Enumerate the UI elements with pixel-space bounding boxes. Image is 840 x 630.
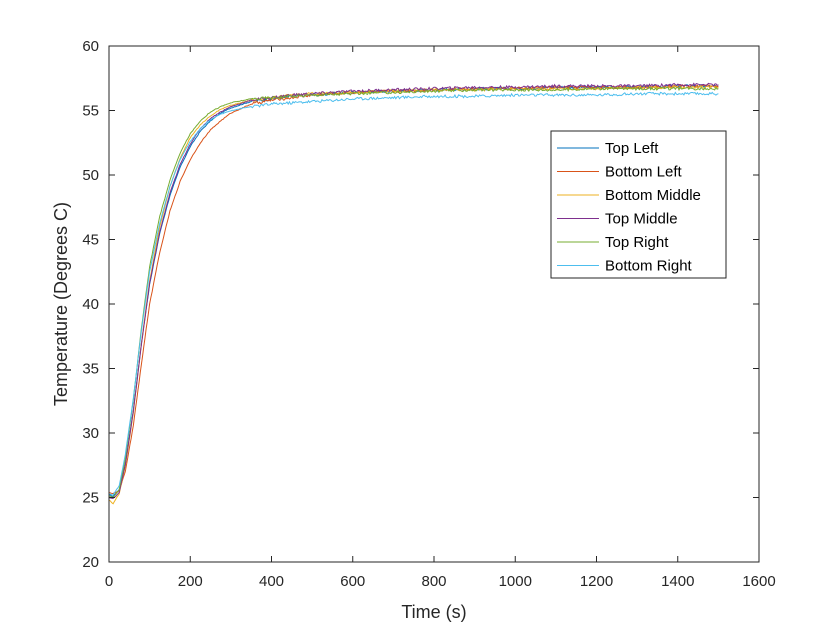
x-tick-label: 1200 (580, 573, 613, 590)
legend-label: Bottom Right (605, 258, 693, 275)
x-tick-label: 800 (421, 573, 446, 590)
y-tick-label: 30 (82, 425, 99, 442)
y-tick-label: 60 (82, 38, 99, 55)
y-tick-label: 45 (82, 232, 99, 249)
x-tick-label: 600 (340, 573, 365, 590)
y-tick-label: 50 (82, 167, 99, 184)
legend-label: Top Middle (605, 211, 678, 228)
x-tick-label: 400 (259, 573, 284, 590)
x-tick-label: 0 (105, 573, 113, 590)
y-axis-label: Temperature (Degrees C) (51, 202, 71, 406)
ticks-layer: 0 200 400 600 800 1000 1200 1400 1600 20 25 30 35 40 4… (82, 38, 775, 590)
legend-label: Bottom Left (605, 164, 683, 181)
x-tick-label: 1000 (499, 573, 532, 590)
y-tick-label: 40 (82, 296, 99, 313)
y-tick-label: 35 (82, 361, 99, 378)
x-tick-label: 1400 (661, 573, 694, 590)
legend-box (550, 130, 727, 279)
legend-label: Top Right (605, 234, 669, 251)
series-line-top-right (108, 86, 719, 499)
legend-label: Top Left (605, 140, 659, 157)
x-tick-label: 200 (178, 573, 203, 590)
x-tick-label: 1600 (742, 573, 775, 590)
series-line-bottom-right (108, 91, 719, 496)
y-tick-label: 55 (82, 103, 99, 120)
y-tick-label: 25 (82, 490, 99, 507)
y-tick-label: 20 (82, 554, 99, 571)
legend-label: Bottom Middle (605, 187, 701, 204)
x-axis-label: Time (s) (401, 602, 466, 622)
series-line-top-middle (108, 82, 719, 500)
legend: Top Left Bottom Left Bottom Middle Top Midd… (550, 130, 727, 279)
series-line-bottom-middle (108, 85, 719, 505)
series-layer (108, 82, 719, 505)
